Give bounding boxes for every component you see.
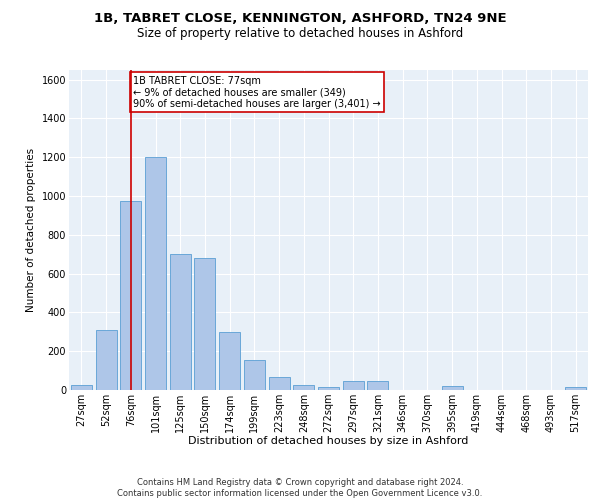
Bar <box>71 385 92 390</box>
Bar <box>170 254 191 390</box>
Bar <box>293 385 314 390</box>
Text: 1B, TABRET CLOSE, KENNINGTON, ASHFORD, TN24 9NE: 1B, TABRET CLOSE, KENNINGTON, ASHFORD, T… <box>94 12 506 26</box>
Bar <box>95 330 116 390</box>
Text: Size of property relative to detached houses in Ashford: Size of property relative to detached ho… <box>137 28 463 40</box>
Bar <box>244 360 265 390</box>
Bar <box>367 382 388 390</box>
Bar <box>318 387 339 390</box>
Bar <box>145 158 166 390</box>
Bar <box>343 382 364 390</box>
Bar <box>219 332 240 390</box>
Y-axis label: Number of detached properties: Number of detached properties <box>26 148 36 312</box>
Text: Contains HM Land Registry data © Crown copyright and database right 2024.
Contai: Contains HM Land Registry data © Crown c… <box>118 478 482 498</box>
Bar <box>565 387 586 390</box>
Text: 1B TABRET CLOSE: 77sqm
← 9% of detached houses are smaller (349)
90% of semi-det: 1B TABRET CLOSE: 77sqm ← 9% of detached … <box>133 76 381 109</box>
X-axis label: Distribution of detached houses by size in Ashford: Distribution of detached houses by size … <box>188 436 469 446</box>
Bar <box>442 386 463 390</box>
Bar <box>269 378 290 390</box>
Bar <box>120 201 141 390</box>
Bar <box>194 258 215 390</box>
